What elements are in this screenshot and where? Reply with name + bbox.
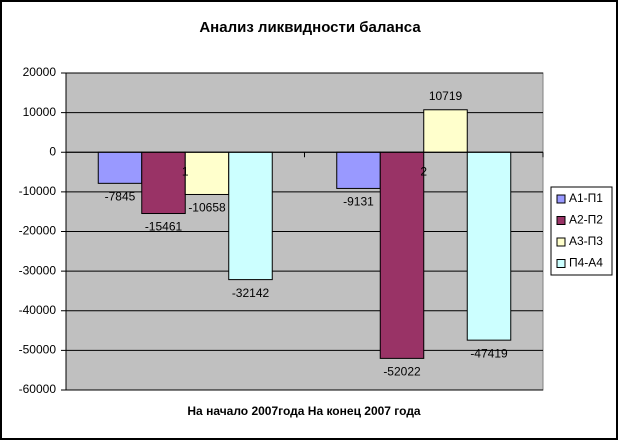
y-tick-label: -10000	[19, 184, 57, 198]
bar	[336, 151, 381, 189]
bar	[379, 151, 425, 359]
x-axis-title: На начало 2007года На конец 2007 года	[187, 404, 421, 418]
legend-label: А2-П2	[569, 213, 603, 227]
y-tick-label: -30000	[19, 263, 57, 277]
y-tick-label: -20000	[19, 224, 57, 238]
y-tick-label: -40000	[19, 303, 57, 317]
x-tick-label: 2	[420, 164, 427, 178]
legend-swatch	[556, 237, 566, 247]
bar	[228, 151, 273, 281]
y-tick-label: -60000	[19, 382, 57, 396]
chart-title: Анализ ликвидности баланса	[199, 19, 421, 36]
data-label: -9131	[343, 195, 374, 209]
bar	[466, 151, 512, 341]
legend-swatch	[556, 194, 566, 204]
y-tick-label: 0	[49, 144, 56, 158]
y-tick-label: -50000	[19, 343, 57, 357]
data-label: -15461	[145, 220, 183, 234]
y-tick-label: 20000	[23, 65, 57, 79]
data-label: -52022	[383, 365, 421, 379]
bar	[423, 109, 468, 153]
legend-swatch	[556, 216, 566, 225]
data-label: 10719	[429, 89, 463, 103]
y-tick-label: 10000	[23, 105, 57, 119]
data-label: -32142	[232, 286, 270, 300]
data-label: -47419	[470, 346, 508, 360]
data-label: -10658	[188, 201, 226, 215]
bar	[141, 151, 186, 215]
x-tick-label: 1	[182, 164, 189, 178]
legend-label: А1-П1	[569, 191, 603, 205]
bar	[184, 151, 230, 195]
bar	[97, 151, 143, 184]
legend-swatch	[556, 259, 566, 268]
legend-label: А3-П3	[569, 234, 603, 248]
legend-label: П4-А4	[569, 256, 603, 270]
data-label: -7845	[105, 190, 136, 204]
